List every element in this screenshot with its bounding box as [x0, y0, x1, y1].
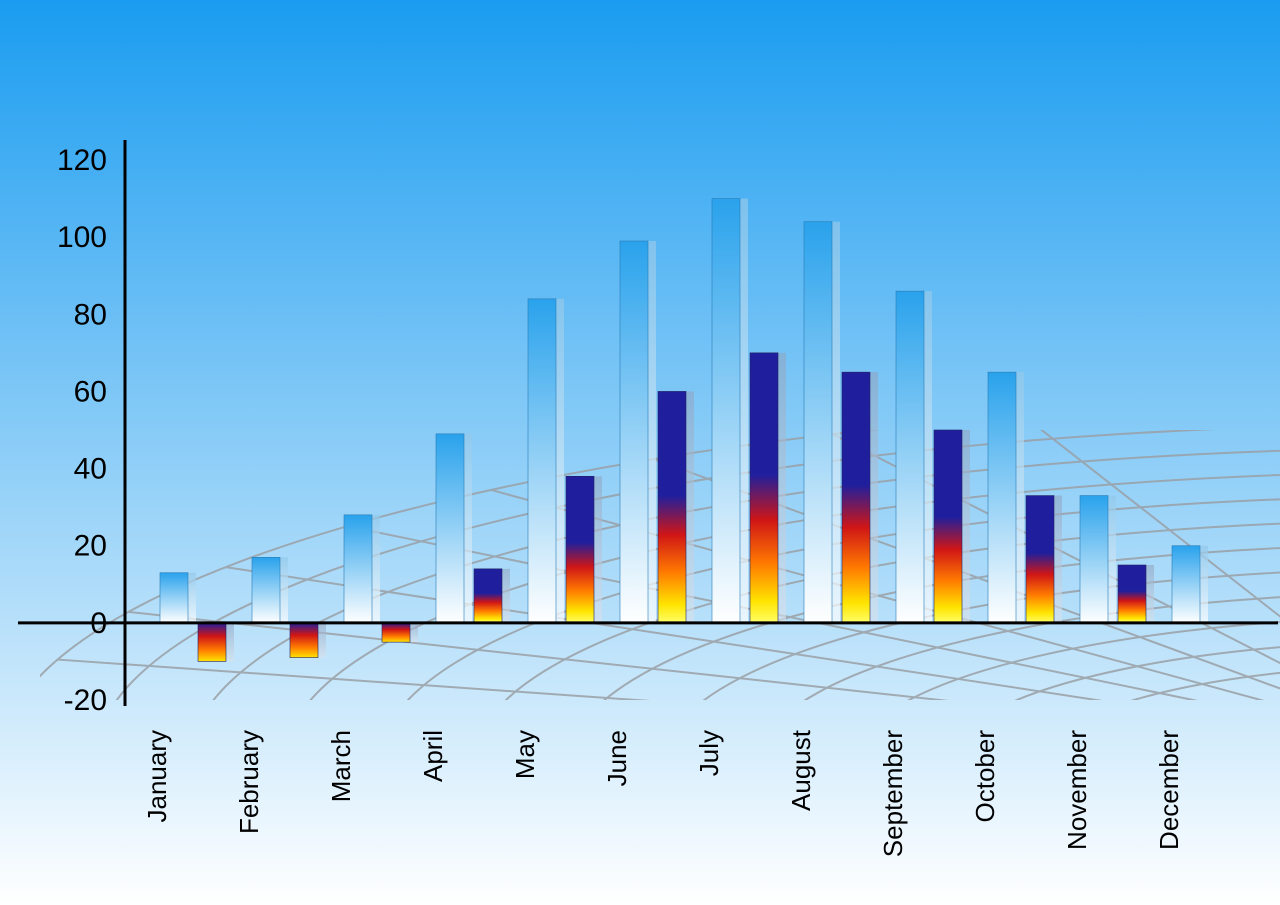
- month-label: July: [694, 730, 724, 776]
- bar-series-a: [436, 434, 464, 623]
- bar-series-a: [988, 372, 1016, 623]
- month-label: September: [878, 730, 908, 858]
- y-tick-label: 40: [74, 453, 107, 486]
- bar-series-a: [528, 299, 556, 623]
- bar-series-b: [1118, 565, 1146, 623]
- month-label: November: [1062, 730, 1092, 850]
- month-label: December: [1154, 730, 1184, 850]
- y-tick-label: 0: [90, 607, 107, 640]
- bar-series-a: [896, 291, 924, 623]
- y-tick-label: 100: [57, 221, 107, 254]
- bar-series-a: [804, 222, 832, 623]
- y-tick-label: 120: [57, 144, 107, 177]
- bar-series-b: [198, 623, 226, 662]
- bar-series-a: [344, 515, 372, 623]
- month-label: October: [970, 730, 1000, 823]
- bar-series-b: [474, 569, 502, 623]
- bar-series-b: [842, 372, 870, 623]
- bar-series-a: [160, 573, 188, 623]
- month-label: August: [786, 729, 816, 811]
- bar-series-a: [1172, 546, 1200, 623]
- y-tick-label: 20: [74, 530, 107, 563]
- month-label: June: [602, 730, 632, 786]
- y-tick-label: 80: [74, 298, 107, 331]
- month-label: January: [142, 730, 172, 823]
- y-tick-label: -20: [64, 684, 107, 717]
- bar-series-b: [750, 353, 778, 623]
- month-label: February: [234, 730, 264, 834]
- bar-series-b: [658, 391, 686, 622]
- bar-series-b: [1026, 496, 1054, 623]
- bar-series-a: [620, 241, 648, 623]
- y-tick-label: 60: [74, 375, 107, 408]
- month-label: April: [418, 730, 448, 782]
- bar-series-a: [712, 199, 740, 623]
- bar-series-a: [252, 557, 280, 623]
- month-label: March: [326, 730, 356, 802]
- bar-series-b: [566, 476, 594, 623]
- bar-series-b: [382, 623, 410, 642]
- monthly-bar-chart: -20 0 20 40 60 80 100 120 January February March Ap…: [0, 0, 1280, 905]
- bar-series-b: [290, 623, 318, 658]
- month-label: May: [510, 730, 540, 779]
- bar-series-b: [934, 430, 962, 623]
- bar-series-a: [1080, 496, 1108, 623]
- chart-svg: -20 0 20 40 60 80 100 120 January February March Ap…: [0, 0, 1280, 905]
